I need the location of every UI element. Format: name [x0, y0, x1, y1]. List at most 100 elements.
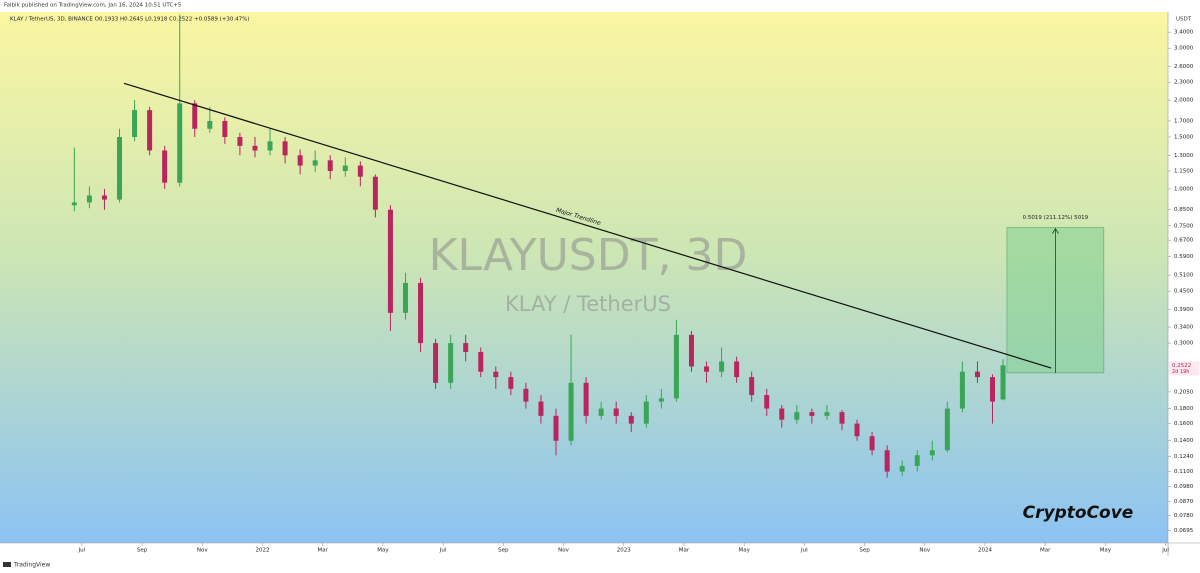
candle-body	[433, 343, 439, 383]
candle-body	[177, 103, 183, 183]
y-tick-label: 0.5900	[1174, 254, 1194, 260]
candle-body	[568, 382, 574, 441]
y-tick-label: 0.2050	[1174, 389, 1194, 395]
brand: CryptoCove	[1023, 503, 1134, 523]
y-tick-label: 2.3000	[1174, 80, 1194, 86]
x-tick-label: Nov	[558, 548, 569, 554]
candle-body	[944, 408, 950, 451]
watermark: KLAYUSDT, 3D	[429, 230, 748, 281]
candle-body	[914, 455, 920, 466]
candle-body	[147, 110, 153, 151]
y-tick-label: 1.7000	[1174, 118, 1194, 124]
candle-body	[523, 388, 529, 402]
candle-body	[794, 412, 800, 420]
footer-brand: TradingView	[13, 562, 50, 569]
candle-body	[282, 141, 288, 156]
y-tick-label: 0.3000	[1174, 341, 1194, 347]
x-tick-label: 2023	[617, 548, 631, 554]
candle-body	[418, 282, 424, 344]
candle-body	[613, 408, 619, 416]
candle-body	[734, 361, 740, 378]
x-tick-label: Sep	[137, 548, 148, 554]
x-tick-label: May	[377, 548, 389, 554]
candle-body	[297, 155, 303, 166]
y-tick-label: 0.4500	[1174, 289, 1194, 295]
x-tick-label: Mar	[679, 548, 690, 554]
candle-body	[899, 465, 905, 472]
y-tick-label: 1.1500	[1174, 169, 1194, 175]
y-tick-label: 0.5100	[1174, 273, 1194, 279]
y-tick-label: 0.1400	[1174, 438, 1194, 444]
last-price-box	[1169, 361, 1199, 376]
candle-body	[327, 160, 333, 172]
publisher: Falbik published on TradingView.com, Jan…	[4, 3, 182, 9]
x-tick-label: Mar	[1040, 548, 1051, 554]
y-tick-label: 1.0000	[1174, 186, 1194, 192]
candle-body	[673, 334, 679, 399]
y-tick-label: 3.0000	[1174, 46, 1194, 52]
x-tick-label: Jul	[1161, 548, 1169, 554]
trendline	[123, 82, 1052, 369]
x-tick-label: Nov	[919, 548, 930, 554]
footer-logo	[3, 562, 11, 567]
candle-body	[688, 334, 694, 367]
candle-body	[162, 150, 168, 183]
candle-body	[387, 209, 393, 313]
x-tick-label: Jul	[439, 548, 447, 554]
y-tick-label: 1.5000	[1174, 134, 1194, 140]
candle-body	[643, 401, 649, 424]
candle-body	[809, 412, 815, 416]
candle-body	[719, 361, 725, 372]
y-tick-label: 0.7500	[1174, 223, 1194, 229]
candle-body	[658, 398, 664, 402]
candle-body	[237, 136, 243, 146]
candle-body	[553, 415, 559, 441]
candle-body	[764, 395, 770, 409]
candle-body	[989, 377, 995, 402]
candle-body	[508, 377, 514, 389]
candle-body	[1000, 365, 1006, 400]
candle-body	[357, 165, 363, 177]
y-tick-label: 0.8500	[1174, 207, 1194, 213]
candle-body	[824, 412, 830, 416]
currency: USDT	[1176, 17, 1192, 23]
candle-body	[779, 408, 785, 420]
candle-body	[974, 371, 980, 378]
x-tick-label: 2022	[255, 548, 269, 554]
symbol-info: KLAY / TetherUS, 3D, BINANCE O0.1933 H0.…	[10, 17, 249, 23]
candle-body	[598, 408, 604, 416]
candle-body	[222, 120, 228, 137]
candle-body	[854, 423, 860, 437]
x-tick-label: Sep	[859, 548, 870, 554]
candle-body	[959, 371, 965, 409]
candle-body	[538, 401, 544, 416]
y-tick-label: 0.0695	[1174, 528, 1194, 534]
measure-arrowhead	[1052, 227, 1059, 234]
y-tick-label: 1.3000	[1174, 153, 1194, 159]
candle-body	[493, 371, 499, 378]
candle-body	[101, 195, 107, 200]
x-tick-label: Jul	[78, 548, 86, 554]
y-tick-label: 0.0870	[1174, 499, 1194, 505]
candle-body	[884, 450, 890, 472]
candle-body	[132, 110, 138, 137]
x-tick-label: Nov	[197, 548, 208, 554]
x-tick-label: Sep	[498, 548, 509, 554]
candle-body	[448, 343, 454, 383]
y-tick-label: 0.1240	[1174, 454, 1194, 460]
candle-body	[869, 436, 875, 451]
candle-body	[192, 103, 198, 129]
candle-body	[342, 165, 348, 172]
candle-body	[478, 351, 484, 372]
measure-label: 0.5019 (211.12%) 5019	[1023, 215, 1089, 221]
x-tick-label: Mar	[318, 548, 329, 554]
last-price: 0.2522	[1172, 363, 1191, 369]
y-tick-label: 2.6000	[1174, 64, 1194, 70]
y-tick-label: 0.3400	[1174, 325, 1194, 331]
candle-body	[117, 136, 123, 200]
candle-body	[252, 145, 258, 151]
candle-body	[312, 160, 318, 166]
candle-body	[628, 415, 634, 424]
